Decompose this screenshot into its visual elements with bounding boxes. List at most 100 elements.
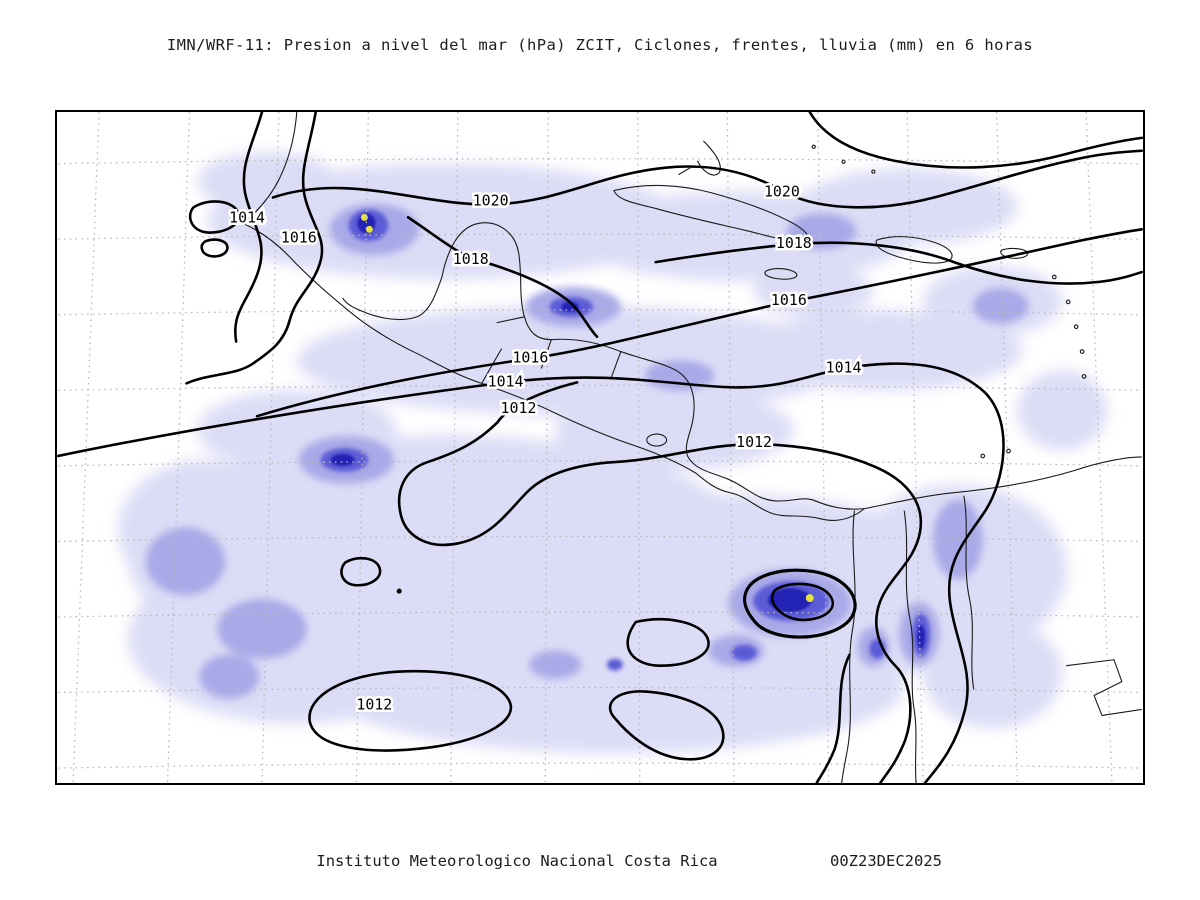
island-dot bbox=[1081, 374, 1087, 379]
island-dot bbox=[980, 453, 986, 459]
coastline-path bbox=[1000, 247, 1029, 259]
isobar-path bbox=[808, 112, 1143, 169]
isobar-label: 1012 bbox=[736, 433, 772, 451]
border-path bbox=[496, 316, 525, 324]
rain-cell bbox=[606, 658, 623, 671]
isobar-label: 1020 bbox=[473, 191, 509, 209]
rain-cell bbox=[145, 527, 226, 596]
isobar-label: 1018 bbox=[453, 250, 489, 268]
rain-cell bbox=[786, 213, 857, 250]
isobar-label: 1016 bbox=[771, 291, 807, 309]
rain-cell bbox=[555, 390, 794, 470]
isobar-path bbox=[188, 200, 241, 234]
rain-cell bbox=[197, 151, 337, 212]
isobar-path bbox=[255, 228, 1143, 418]
rain-max-dot bbox=[365, 225, 373, 233]
footer-institution: Instituto Meteorologico Nacional Costa R… bbox=[316, 852, 718, 870]
isobar-label: 1012 bbox=[356, 695, 392, 713]
isobar-path bbox=[608, 690, 725, 761]
rain-cell bbox=[199, 654, 260, 699]
precipitation-layer-intense bbox=[330, 213, 926, 649]
rain-cell bbox=[917, 624, 926, 649]
border-path bbox=[481, 348, 503, 384]
grid-line bbox=[166, 112, 191, 783]
chart-title: IMN/WRF-11: Presion a nivel del mar (hPa… bbox=[166, 36, 1034, 54]
isobar-label: 1016 bbox=[281, 228, 317, 246]
grid-line bbox=[906, 112, 924, 783]
border-path bbox=[610, 351, 622, 379]
rain-cell bbox=[217, 599, 307, 659]
grid-line bbox=[355, 112, 370, 783]
rain-max-dot bbox=[805, 594, 814, 603]
point-marker bbox=[396, 588, 402, 594]
isobar-label: 1018 bbox=[776, 234, 812, 252]
precipitation-layer-max bbox=[360, 213, 814, 603]
lake-outline bbox=[646, 433, 668, 447]
isobar-path bbox=[271, 149, 1143, 209]
isobar-path bbox=[185, 112, 324, 385]
coastline-path bbox=[864, 456, 1142, 510]
island-dot bbox=[1051, 274, 1057, 280]
rain-cell bbox=[330, 453, 355, 466]
isobar-label: 1014 bbox=[488, 372, 524, 390]
coastline-path bbox=[517, 252, 865, 510]
island-dot bbox=[1006, 448, 1011, 454]
isobar-path bbox=[771, 582, 834, 622]
coastline-path bbox=[441, 222, 520, 278]
map-frame: 1014 1016 1020 1018 1020 1018 1016 1016 … bbox=[55, 110, 1145, 785]
rain-cell bbox=[326, 623, 904, 754]
isobar-path bbox=[308, 669, 512, 752]
grid-line bbox=[58, 762, 1142, 769]
footer-timestamp: 00Z23DEC2025 bbox=[830, 852, 942, 870]
boundary-path bbox=[1066, 659, 1142, 716]
isobar-path bbox=[654, 241, 1143, 285]
isobar-path bbox=[743, 568, 857, 639]
isobar-path bbox=[200, 238, 229, 258]
coastline-path bbox=[342, 276, 443, 321]
isobar-path bbox=[406, 216, 599, 338]
isobar-path bbox=[815, 653, 851, 783]
rain-cell bbox=[529, 650, 582, 679]
isobar-label: 1014 bbox=[826, 358, 862, 376]
rain-cell bbox=[933, 499, 983, 580]
coastline-layer bbox=[242, 112, 1142, 783]
border-path bbox=[540, 339, 552, 369]
isobar-label: 1016 bbox=[512, 349, 548, 367]
rain-cell bbox=[972, 287, 1029, 324]
grid-line bbox=[72, 112, 100, 783]
rain-cell bbox=[296, 305, 854, 416]
river-path bbox=[963, 495, 975, 690]
isobar-layer bbox=[57, 112, 1143, 783]
coastline-path bbox=[678, 167, 691, 176]
isobar-label: 1020 bbox=[764, 183, 800, 201]
weather-map-svg: 1014 1016 1020 1018 1020 1018 1016 1016 … bbox=[57, 112, 1143, 783]
isobar-path bbox=[397, 381, 923, 783]
isobar-label: 1014 bbox=[229, 208, 265, 226]
coastline-path bbox=[764, 268, 798, 280]
grid-line bbox=[261, 112, 280, 783]
rain-cell bbox=[731, 644, 758, 661]
isobar-path bbox=[626, 618, 710, 667]
coastline-path bbox=[613, 184, 809, 242]
rain-cell bbox=[923, 618, 1063, 729]
grid-line bbox=[817, 112, 830, 783]
grid-line bbox=[1085, 112, 1113, 783]
island-dot bbox=[1065, 299, 1071, 305]
rain-cell bbox=[744, 310, 1023, 391]
coastline-path bbox=[242, 222, 865, 521]
island-dot bbox=[871, 169, 876, 174]
grid-line bbox=[995, 112, 1019, 783]
isobar-path bbox=[57, 362, 1005, 783]
island-dot bbox=[1079, 349, 1085, 354]
isobar-path bbox=[340, 556, 382, 587]
rain-max-dot bbox=[360, 213, 368, 221]
island-dot bbox=[1073, 324, 1079, 330]
river-path bbox=[841, 510, 856, 783]
rain-cell bbox=[767, 588, 812, 613]
isobar-labels: 1014 1016 1020 1018 1020 1018 1016 1016 … bbox=[227, 180, 864, 716]
grid-line bbox=[544, 112, 549, 783]
coastline-path bbox=[696, 140, 721, 176]
isobar-label: 1012 bbox=[501, 399, 537, 417]
grid-line bbox=[726, 112, 735, 783]
island-dot bbox=[811, 144, 816, 149]
